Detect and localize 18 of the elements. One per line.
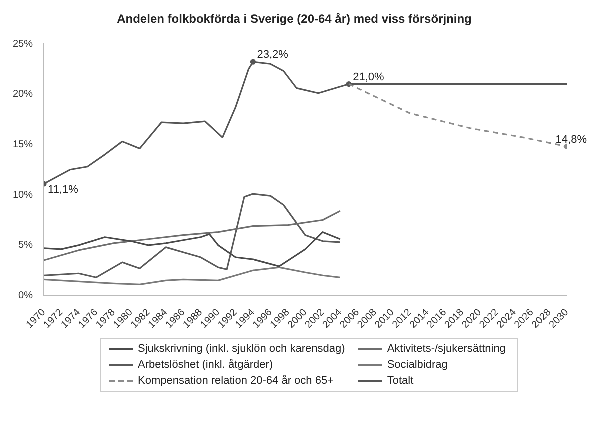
chart-title: Andelen folkbokförda i Sverige (20-64 år) med viss försörjning xyxy=(116,12,473,26)
legend-label: Aktivitets-/sjukersättning xyxy=(387,343,506,355)
legend-label: Totalt xyxy=(387,375,414,387)
legend-label: Kompensation relation 20-64 år och 65+ xyxy=(138,375,334,387)
y-tick-label: 10% xyxy=(13,190,34,201)
point xyxy=(250,59,256,65)
legend-label: Arbetslöshet (inkl. åtgärder) xyxy=(138,359,274,371)
y-tick-label: 0% xyxy=(18,290,34,302)
legend-label: Socialbidrag xyxy=(387,359,448,371)
data-label: 14,8% xyxy=(556,134,588,146)
y-tick-label: 25% xyxy=(13,38,34,50)
data-label: 21,0% xyxy=(353,71,384,84)
legend-label: Sjukskrivning (inkl. sjuklön och karensdag) xyxy=(138,343,346,355)
data-label: 23,2% xyxy=(257,49,289,62)
y-tick-label: 15% xyxy=(13,139,34,150)
data-label: 11,1% xyxy=(48,184,79,196)
y-tick-label: 5% xyxy=(18,240,34,252)
y-tick-label: 20% xyxy=(13,89,34,100)
